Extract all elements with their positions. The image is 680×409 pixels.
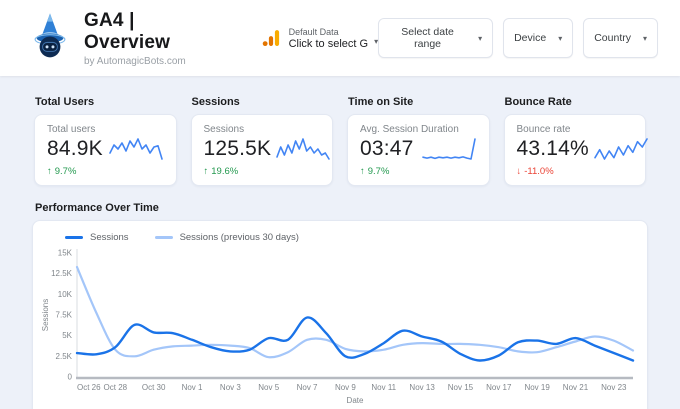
kpi-value: 43.14% — [516, 137, 589, 160]
legend-item-sessions-previous[interactable]: Sessions (previous 30 days) — [154, 232, 299, 243]
chart-legend: Sessions Sessions (previous 30 days) — [65, 232, 641, 243]
kpi-card-bounce-rate[interactable]: Bounce rate 43.14% ↓ -11.0% — [503, 114, 648, 186]
sparkline-chart — [594, 138, 648, 160]
chevron-down-icon: ▾ — [478, 33, 483, 43]
legend-swatch — [65, 236, 83, 239]
svg-text:Oct 28: Oct 28 — [104, 383, 128, 392]
delta-arrow-icon: ↑ — [360, 166, 365, 177]
svg-text:Nov 7: Nov 7 — [297, 383, 318, 392]
svg-text:Nov 17: Nov 17 — [486, 383, 512, 392]
analytics-icon — [262, 30, 279, 47]
chevron-down-icon: ▾ — [374, 36, 379, 46]
kpi-sessions: Sessions Sessions 125.5K ↑ 19.6% — [190, 88, 333, 186]
svg-text:Nov 23: Nov 23 — [601, 383, 627, 392]
datasource-text: Default Data Click to select G — [289, 27, 368, 50]
kpi-row: Total Users Total users 84.9K ↑ 9.7% Sess… — [34, 88, 648, 186]
kpi-heading: Bounce Rate — [504, 96, 572, 108]
kpi-delta: ↓ -11.0% — [517, 166, 634, 177]
svg-text:Oct 26: Oct 26 — [77, 383, 101, 392]
svg-text:15K: 15K — [58, 249, 73, 258]
svg-text:12.5K: 12.5K — [51, 269, 73, 278]
delta-arrow-icon: ↑ — [203, 166, 209, 177]
kpi-heading: Total Users — [35, 96, 95, 108]
svg-text:Oct 30: Oct 30 — [142, 383, 166, 392]
svg-text:7.5K: 7.5K — [56, 311, 73, 320]
kpi-card-time-on-site[interactable]: Avg. Session Duration 03:47 ↑ 9.7% — [347, 114, 490, 186]
legend-swatch — [154, 236, 173, 239]
kpi-label: Total users — [47, 124, 96, 135]
performance-chart-card: Sessions Sessions (previous 30 days) 0 2.… — [32, 220, 648, 409]
svg-text:Nov 5: Nov 5 — [258, 383, 279, 392]
svg-text:Nov 19: Nov 19 — [524, 383, 550, 392]
performance-chart: 0 2.5K 5K 7.5K 10K 12.5K 15K Oct 26 Oct 28 Oct 30… — [41, 249, 635, 405]
title-block: GA4 | Overview by AutomagicBots.com — [84, 10, 224, 67]
sparkline-chart — [421, 138, 476, 160]
delta-arrow-icon: ↑ — [47, 166, 52, 177]
datasource-value: Click to select G — [288, 37, 369, 50]
svg-text:Nov 13: Nov 13 — [409, 383, 435, 392]
device-dropdown[interactable]: Device ▾ — [503, 18, 574, 58]
kpi-delta: ↑ 9.7% — [360, 166, 477, 177]
sparkline-chart — [276, 138, 331, 160]
chevron-down-icon: ▾ — [558, 33, 563, 43]
delta-value: 19.6% — [211, 166, 239, 177]
chart-area[interactable]: 0 2.5K 5K 7.5K 10K 12.5K 15K Oct 26 Oct 28 Oct 30… — [39, 245, 643, 409]
svg-text:Nov 15: Nov 15 — [448, 383, 474, 392]
kpi-label: Bounce rate — [516, 124, 571, 135]
country-dropdown[interactable]: Country ▾ — [583, 18, 658, 58]
delta-value: 9.7% — [54, 166, 77, 177]
kpi-time-on-site: Time on Site Avg. Session Duration 03:47… — [347, 88, 490, 186]
chart-section-title: Performance Over Time — [35, 202, 159, 214]
datasource-selector[interactable]: Default Data Click to select G ▾ — [262, 27, 378, 50]
kpi-value: 84.9K — [47, 137, 103, 160]
page-subtitle: by AutomagicBots.com — [84, 55, 186, 67]
svg-text:Nov 1: Nov 1 — [182, 383, 203, 392]
datasource-label: Default Data — [288, 26, 339, 37]
automagicbots-logo — [34, 13, 66, 58]
svg-text:Date: Date — [347, 396, 364, 405]
date-range-label: Select date range — [401, 26, 454, 50]
kpi-delta: ↑ 9.7% — [47, 166, 164, 177]
kpi-heading: Sessions — [191, 96, 240, 108]
svg-text:0: 0 — [68, 373, 73, 382]
kpi-label: Sessions — [203, 124, 245, 135]
svg-text:Nov 9: Nov 9 — [335, 383, 356, 392]
date-range-dropdown[interactable]: Select date range ▾ — [378, 18, 494, 58]
legend-label: Sessions (previous 30 days) — [179, 232, 299, 243]
kpi-heading: Time on Site — [348, 96, 414, 108]
svg-text:10K: 10K — [58, 290, 73, 299]
kpi-card-sessions[interactable]: Sessions 125.5K ↑ 19.6% — [190, 114, 333, 186]
kpi-delta: ↑ 19.6% — [204, 166, 321, 177]
svg-text:2.5K: 2.5K — [56, 352, 73, 361]
wizard-hat-icon — [41, 13, 59, 36]
country-label: Country — [594, 32, 631, 44]
kpi-bounce-rate: Bounce Rate Bounce rate 43.14% ↓ -11.0% — [503, 88, 648, 186]
kpi-value: 03:47 — [360, 137, 414, 160]
svg-text:Nov 11: Nov 11 — [371, 383, 396, 392]
chevron-down-icon: ▾ — [642, 33, 647, 43]
kpi-total-users: Total Users Total users 84.9K ↑ 9.7% — [34, 88, 177, 186]
legend-label: Sessions — [90, 232, 129, 243]
device-label: Device — [514, 32, 547, 44]
kpi-value: 125.5K — [203, 137, 272, 160]
delta-value: 9.7% — [367, 166, 390, 177]
kpi-card-total-users[interactable]: Total users 84.9K ↑ 9.7% — [34, 114, 177, 186]
page-title: GA4 | Overview — [84, 9, 171, 53]
legend-item-sessions[interactable]: Sessions — [65, 232, 129, 243]
svg-text:5K: 5K — [62, 331, 72, 340]
sparkline-chart — [108, 138, 163, 160]
svg-text:Sessions: Sessions — [41, 299, 50, 331]
delta-arrow-icon: ↓ — [516, 166, 522, 177]
filter-bar: Select date range ▾ Device ▾ Country ▾ — [378, 18, 658, 58]
kpi-label: Avg. Session Duration — [360, 124, 459, 135]
header-bar: GA4 | Overview by AutomagicBots.com Defa… — [0, 0, 680, 76]
svg-text:Nov 21: Nov 21 — [563, 383, 589, 392]
delta-value: -11.0% — [524, 166, 554, 177]
svg-text:Nov 3: Nov 3 — [220, 383, 241, 392]
